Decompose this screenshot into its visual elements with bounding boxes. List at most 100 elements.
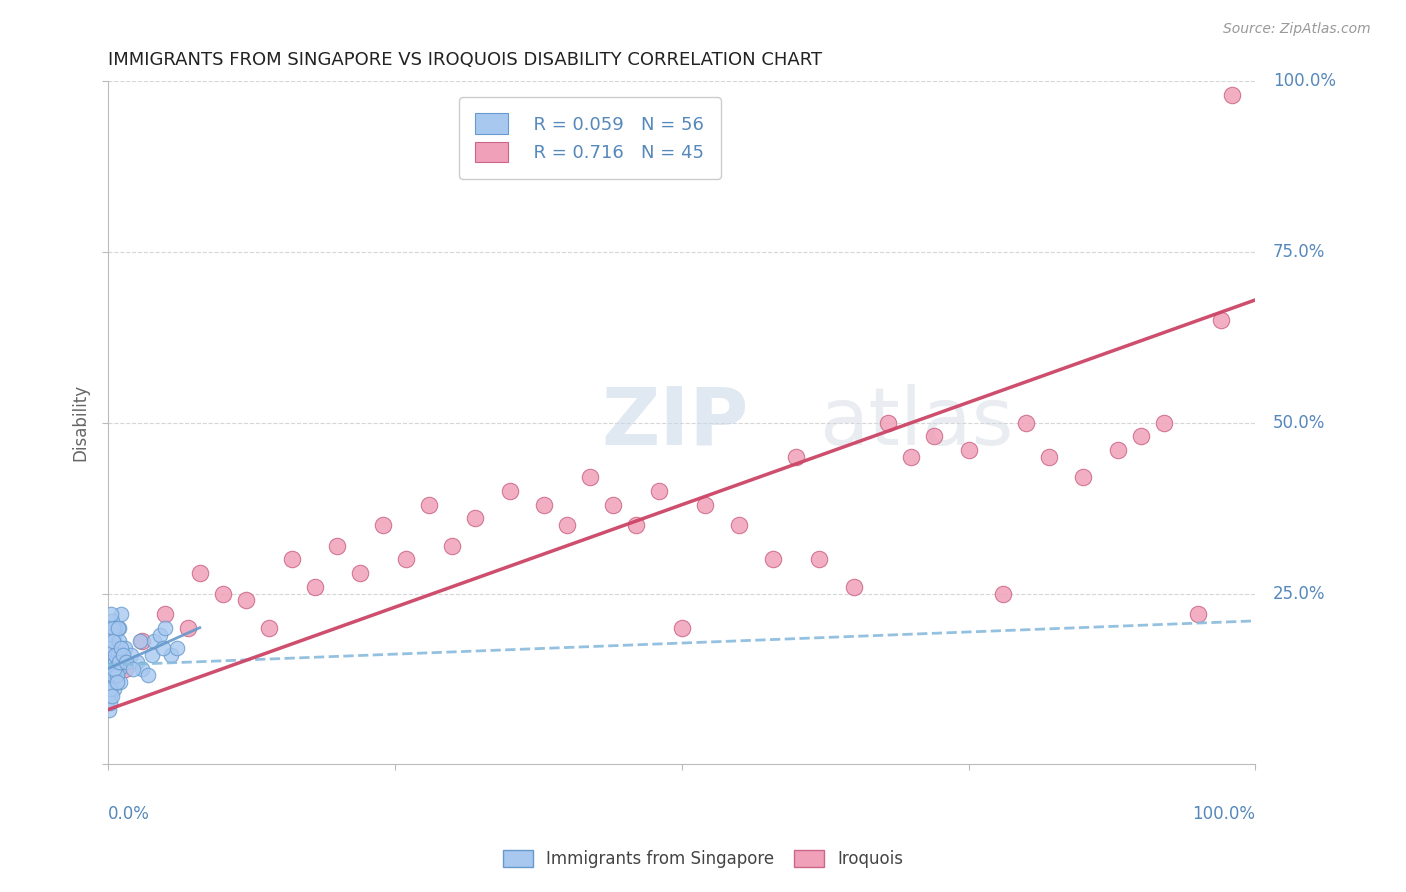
Point xyxy=(108,634,131,648)
Point xyxy=(110,641,132,656)
Point xyxy=(101,621,124,635)
Point xyxy=(728,518,751,533)
Point xyxy=(257,621,280,635)
Text: atlas: atlas xyxy=(820,384,1014,462)
Point xyxy=(648,484,671,499)
Point xyxy=(104,621,127,635)
Point xyxy=(107,641,129,656)
Point xyxy=(114,641,136,656)
Point xyxy=(103,634,125,648)
Point xyxy=(103,682,125,697)
Point xyxy=(877,416,900,430)
Point xyxy=(105,668,128,682)
Point xyxy=(131,634,153,648)
Point xyxy=(155,621,177,635)
Point xyxy=(103,627,125,641)
Text: 0.0%: 0.0% xyxy=(108,805,150,823)
Text: 25.0%: 25.0% xyxy=(1272,584,1324,602)
Point xyxy=(177,621,200,635)
Point xyxy=(141,648,163,662)
Point xyxy=(1038,450,1060,464)
Legend:   R = 0.059   N = 56,   R = 0.716   N = 45: R = 0.059 N = 56, R = 0.716 N = 45 xyxy=(460,97,721,178)
Point xyxy=(98,696,121,710)
Point xyxy=(120,648,142,662)
Point xyxy=(104,648,127,662)
Point xyxy=(103,662,125,676)
Point xyxy=(104,668,127,682)
Point xyxy=(624,518,647,533)
Point xyxy=(105,662,128,676)
Point xyxy=(108,662,131,676)
Point xyxy=(104,655,127,669)
Point xyxy=(142,634,165,648)
Point xyxy=(1222,88,1244,103)
Point xyxy=(108,675,131,690)
Point xyxy=(957,443,980,458)
Point xyxy=(579,470,602,484)
Point xyxy=(105,675,128,690)
Point xyxy=(101,614,124,628)
Point xyxy=(1129,429,1152,443)
Point xyxy=(98,689,121,703)
Point xyxy=(122,662,145,676)
Point xyxy=(108,655,131,669)
Point xyxy=(349,566,371,580)
Point xyxy=(98,682,121,697)
Point xyxy=(441,539,464,553)
Point xyxy=(533,498,555,512)
Point xyxy=(280,552,302,566)
Point xyxy=(149,627,172,641)
Point xyxy=(922,429,945,443)
Point xyxy=(373,518,395,533)
Point xyxy=(101,634,124,648)
Point xyxy=(785,450,807,464)
Point xyxy=(152,641,174,656)
Point xyxy=(101,689,124,703)
Point xyxy=(131,662,153,676)
Text: 100.0%: 100.0% xyxy=(1272,72,1336,90)
Point xyxy=(98,675,121,690)
Point xyxy=(1187,607,1209,621)
Point xyxy=(107,621,129,635)
Text: IMMIGRANTS FROM SINGAPORE VS IROQUOIS DISABILITY CORRELATION CHART: IMMIGRANTS FROM SINGAPORE VS IROQUOIS DI… xyxy=(108,51,823,69)
Point xyxy=(105,648,128,662)
Point xyxy=(235,593,257,607)
Point xyxy=(100,607,122,621)
Point xyxy=(1015,416,1038,430)
Point xyxy=(1071,470,1094,484)
Point xyxy=(1209,313,1232,327)
Text: Source: ZipAtlas.com: Source: ZipAtlas.com xyxy=(1223,22,1371,37)
Point xyxy=(304,580,326,594)
Y-axis label: Disability: Disability xyxy=(72,384,89,461)
Point xyxy=(166,641,188,656)
Point xyxy=(98,703,121,717)
Point xyxy=(762,552,785,566)
Text: ZIP: ZIP xyxy=(602,384,748,462)
Text: 75.0%: 75.0% xyxy=(1272,244,1324,261)
Point xyxy=(418,498,440,512)
Point xyxy=(188,566,211,580)
Point xyxy=(160,648,183,662)
Point xyxy=(101,627,124,641)
Point xyxy=(602,498,624,512)
Point xyxy=(326,539,349,553)
Point xyxy=(498,484,520,499)
Point xyxy=(105,648,128,662)
Point xyxy=(395,552,418,566)
Point xyxy=(693,498,716,512)
Point xyxy=(100,662,122,676)
Point xyxy=(808,552,831,566)
Point xyxy=(107,655,129,669)
Point xyxy=(114,662,136,676)
Point xyxy=(1107,443,1129,458)
Point xyxy=(100,641,122,656)
Point xyxy=(101,668,124,682)
Point xyxy=(136,668,159,682)
Point xyxy=(900,450,922,464)
Point xyxy=(111,655,134,669)
Point xyxy=(464,511,486,525)
Point xyxy=(211,586,233,600)
Point xyxy=(108,621,131,635)
Point xyxy=(991,586,1014,600)
Point xyxy=(842,580,865,594)
